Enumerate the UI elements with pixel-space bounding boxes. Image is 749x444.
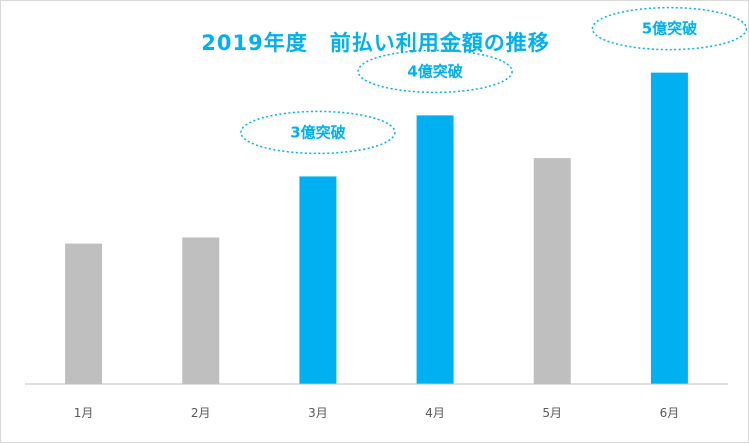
bar-2 <box>182 237 220 384</box>
callout-ellipse <box>591 6 748 51</box>
x-tick-label: 4月 <box>425 406 445 420</box>
bars-group <box>65 72 688 385</box>
x-tick-label: 6月 <box>660 406 680 420</box>
callouts-group: 3億突破 4億突破 5億突破 <box>240 6 748 155</box>
chart-title: 2019年度 前払い利用金額の推移 <box>201 31 550 55</box>
callout-1: 3億突破 <box>240 110 396 155</box>
callout-ellipse <box>357 49 513 94</box>
x-tick-label: 3月 <box>308 406 328 420</box>
bar-3 <box>299 176 337 384</box>
callout-2: 4億突破 <box>357 49 513 94</box>
callout-label: 4億突破 <box>407 62 462 80</box>
callout-ellipse <box>240 110 396 155</box>
bar-4 <box>416 115 454 385</box>
callout-label: 3億突破 <box>290 123 345 141</box>
bar-6 <box>650 72 688 384</box>
bar-5 <box>533 158 571 384</box>
x-tick-labels: 1月 2月 3月 4月 5月 6月 <box>74 406 679 420</box>
bar-1 <box>65 243 103 384</box>
x-tick-label: 2月 <box>191 406 211 420</box>
x-tick-label: 1月 <box>74 406 94 420</box>
callout-3: 5億突破 <box>591 6 748 51</box>
callout-label: 5億突破 <box>642 20 697 38</box>
x-tick-label: 5月 <box>542 406 562 420</box>
